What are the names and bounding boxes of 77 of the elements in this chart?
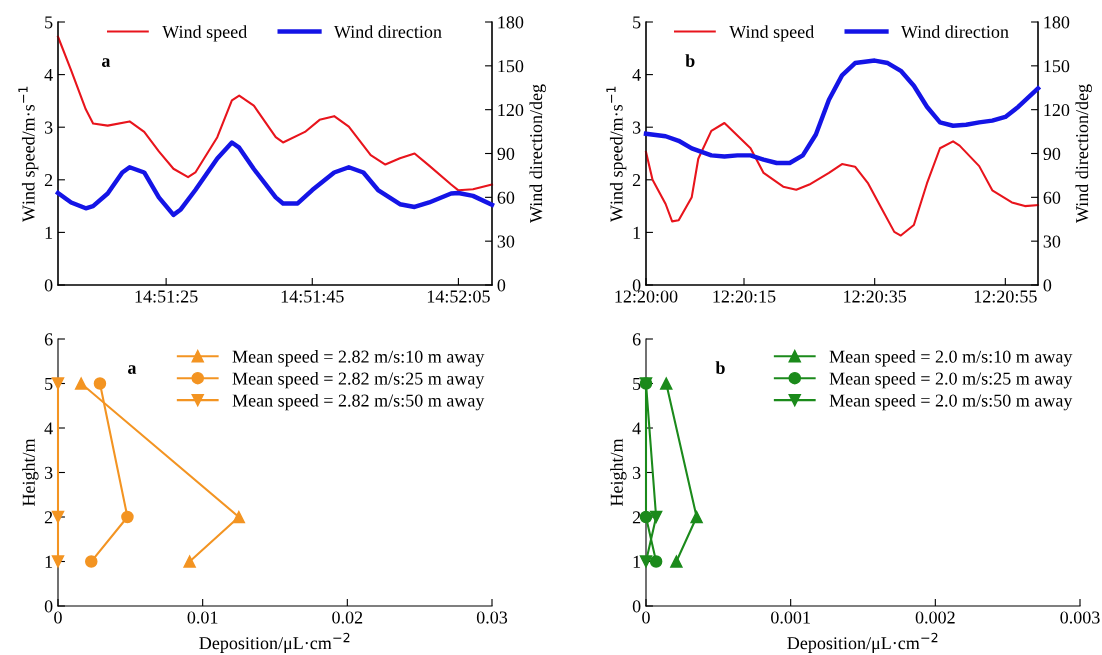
y-tick-label: 1 xyxy=(45,555,53,568)
x-axis-title: Deposition/μL·cm$^{−2}$ xyxy=(199,632,350,653)
y-tick-label: 2 xyxy=(44,174,53,187)
x-tick-label: 0 xyxy=(642,611,650,624)
y-tick-label: 6 xyxy=(632,333,641,346)
y-tick-label: 0 xyxy=(44,279,53,292)
legend-label: Mean speed = 2.0 m/s:25 m away xyxy=(829,371,1073,389)
y2-tick-label: 90 xyxy=(497,147,515,160)
y-tick-label: 0 xyxy=(632,279,641,292)
y2-tick-label: 60 xyxy=(1043,191,1061,204)
y-tick-label: 3 xyxy=(632,466,641,479)
y-tick-label: 3 xyxy=(632,121,641,134)
y-axis-title: Wind speed/m·s$^{−1}$ xyxy=(18,86,39,223)
x-tick-label: 12:20:55 xyxy=(974,290,1037,303)
x-tick-label: 0.003 xyxy=(1060,611,1100,624)
y-tick-label: 4 xyxy=(44,422,53,435)
legend-label: Wind speed xyxy=(729,25,814,42)
legend-label: Mean speed = 2.82 m/s:50 m away xyxy=(232,393,485,411)
y-tick-label: 0 xyxy=(632,600,641,613)
annotation: b xyxy=(715,361,725,374)
legend-label: Mean speed = 2.82 m/s:10 m away xyxy=(232,350,485,367)
y2-tick-label: 150 xyxy=(498,60,524,73)
x-tick-label: 0.01 xyxy=(187,611,218,624)
y2-tick-label: 0 xyxy=(1043,279,1052,292)
annotation: b xyxy=(685,54,695,67)
y-tick-label: 5 xyxy=(45,16,53,29)
x-tick-label: 14:51:25 xyxy=(135,290,198,303)
x-tick-label: 12:20:15 xyxy=(713,290,776,303)
annotation: a xyxy=(101,58,111,67)
y-tick-label: 5 xyxy=(633,16,641,29)
x-tick-label: 12:20:35 xyxy=(844,290,907,303)
y-axis-title: Height/m xyxy=(22,438,39,507)
y-tick-label: 1 xyxy=(633,555,641,568)
y2-tick-label: 30 xyxy=(1043,235,1061,248)
y2-axis-title: Wind direction/deg xyxy=(1075,84,1092,224)
y2-tick-label: 120 xyxy=(498,103,524,117)
y-tick-label: 6 xyxy=(44,333,53,346)
annotation: a xyxy=(128,365,137,374)
x-tick-label: 0.002 xyxy=(915,611,955,624)
legend-label: Wind speed xyxy=(162,25,247,42)
x-axis-title: Deposition/μL·cm$^{−2}$ xyxy=(787,632,938,653)
legend-label: Mean speed = 2.0 m/s:50 m away xyxy=(829,393,1073,411)
y-tick-label: 2 xyxy=(44,511,53,524)
y2-tick-label: 180 xyxy=(1044,16,1070,29)
y2-tick-label: 120 xyxy=(1044,103,1070,117)
x-tick-label: 0.03 xyxy=(476,611,508,624)
y-tick-label: 5 xyxy=(45,377,53,390)
y2-tick-label: 180 xyxy=(498,16,524,29)
y-tick-label: 4 xyxy=(632,422,641,435)
legend-label: Wind direction xyxy=(900,25,1009,39)
y2-tick-label: 150 xyxy=(1044,60,1070,73)
legend-label: Mean speed = 2.0 m/s:10 m away xyxy=(829,350,1073,367)
y2-tick-label: 60 xyxy=(497,191,515,204)
x-tick-label: 14:51:45 xyxy=(281,290,344,303)
y-tick-label: 3 xyxy=(44,121,53,134)
y-tick-label: 1 xyxy=(45,226,53,239)
y2-tick-label: 0 xyxy=(497,279,506,292)
y-tick-label: 0 xyxy=(44,600,53,613)
legend-label: Wind direction xyxy=(333,25,442,39)
x-tick-label: 0.001 xyxy=(771,611,810,624)
y-tick-label: 5 xyxy=(633,377,641,390)
y-axis-title: Wind speed/m·s$^{−1}$ xyxy=(606,86,627,223)
x-tick-label: 0 xyxy=(54,611,62,624)
y-tick-label: 2 xyxy=(632,511,641,524)
y-tick-label: 1 xyxy=(633,226,641,239)
y2-tick-label: 30 xyxy=(497,235,515,248)
x-tick-label: 0.02 xyxy=(332,611,363,624)
legend-label: Mean speed = 2.82 m/s:25 m away xyxy=(232,371,485,389)
y2-tick-label: 90 xyxy=(1043,147,1061,160)
y-tick-label: 4 xyxy=(44,68,53,81)
y2-axis-title: Wind direction/deg xyxy=(529,84,546,224)
x-tick-label: 12:20:00 xyxy=(615,290,678,303)
x-tick-label: 14:52:05 xyxy=(427,290,490,303)
y-axis-title: Height/m xyxy=(610,438,627,507)
y-tick-label: 4 xyxy=(632,68,641,81)
y-tick-label: 3 xyxy=(44,466,53,479)
y-tick-label: 2 xyxy=(632,174,641,187)
